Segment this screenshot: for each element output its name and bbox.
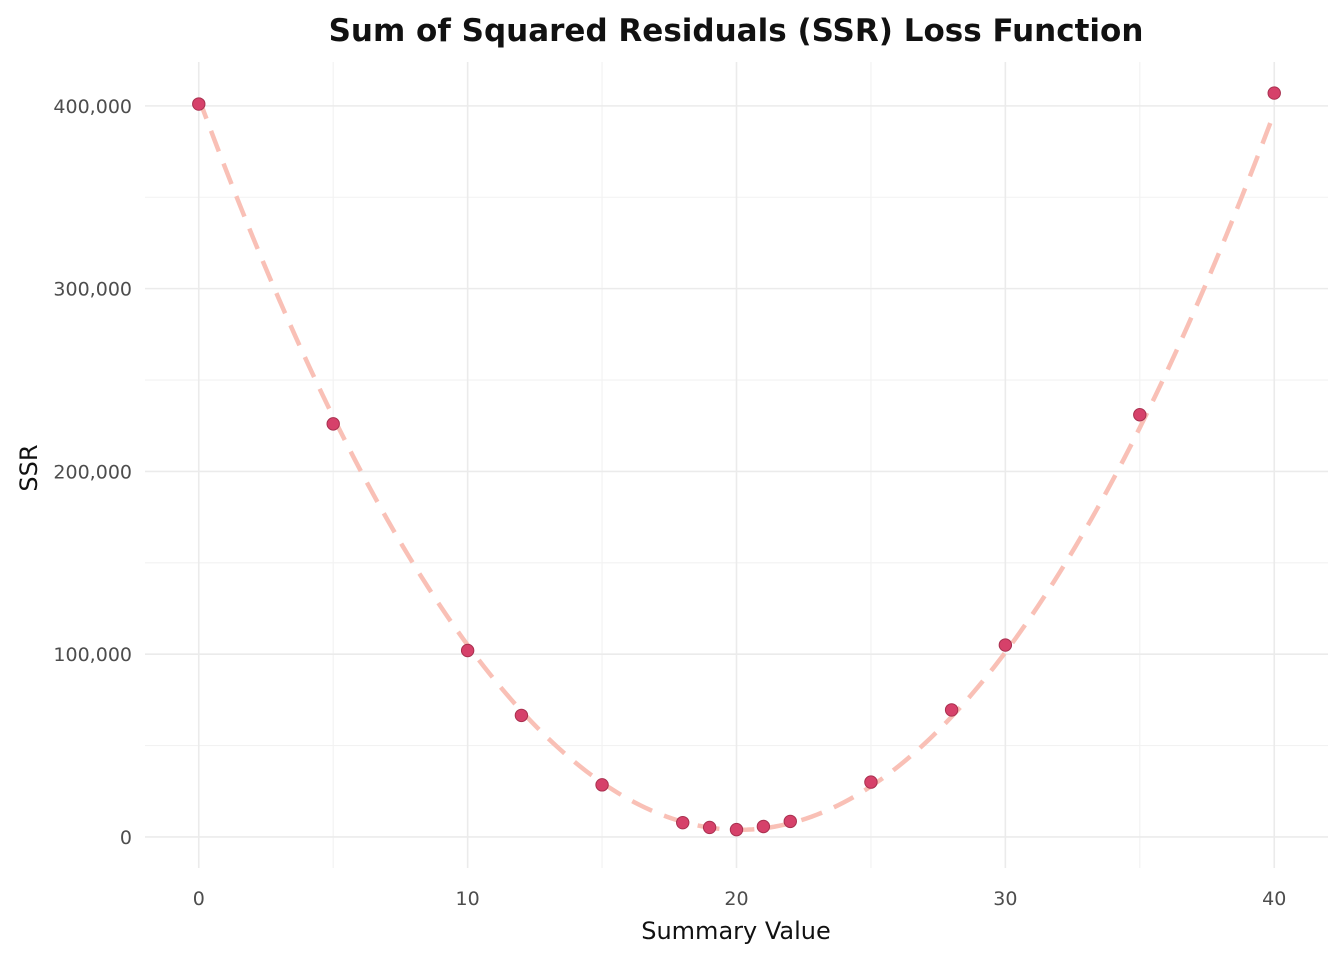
- x-axis-ticks: 0 10 20 30 40: [193, 888, 1287, 910]
- x-tick-label: 20: [724, 888, 748, 910]
- data-point: [944, 703, 959, 717]
- grid: [145, 62, 1328, 868]
- y-tick-label: 100,000: [53, 644, 132, 666]
- data-point: [514, 708, 529, 723]
- data-point: [192, 97, 206, 111]
- x-tick-label: 10: [456, 888, 480, 910]
- data-point: [1267, 86, 1281, 100]
- data-points: [192, 86, 1281, 837]
- data-point: [460, 643, 475, 658]
- data-point: [998, 638, 1013, 652]
- data-point: [1133, 408, 1147, 422]
- x-tick-label: 0: [193, 888, 205, 910]
- data-point: [756, 819, 771, 834]
- data-point: [864, 775, 878, 789]
- data-point: [783, 814, 797, 829]
- x-tick-label: 40: [1262, 888, 1286, 910]
- y-tick-label: 0: [120, 827, 132, 849]
- x-axis-label: Summary Value: [641, 917, 831, 945]
- y-tick-label: 200,000: [53, 461, 132, 483]
- y-tick-label: 400,000: [53, 96, 132, 118]
- data-point: [676, 815, 690, 830]
- data-point: [702, 820, 717, 835]
- y-axis-label: SSR: [15, 444, 43, 491]
- data-point: [729, 822, 744, 837]
- data-point: [326, 417, 340, 431]
- x-tick-label: 30: [993, 888, 1017, 910]
- y-axis-ticks: 0 100,000 200,000 300,000 400,000: [53, 96, 132, 849]
- y-tick-label: 300,000: [53, 279, 132, 301]
- data-point: [595, 778, 609, 792]
- chart-title: Sum of Squared Residuals (SSR) Loss Func…: [329, 13, 1144, 49]
